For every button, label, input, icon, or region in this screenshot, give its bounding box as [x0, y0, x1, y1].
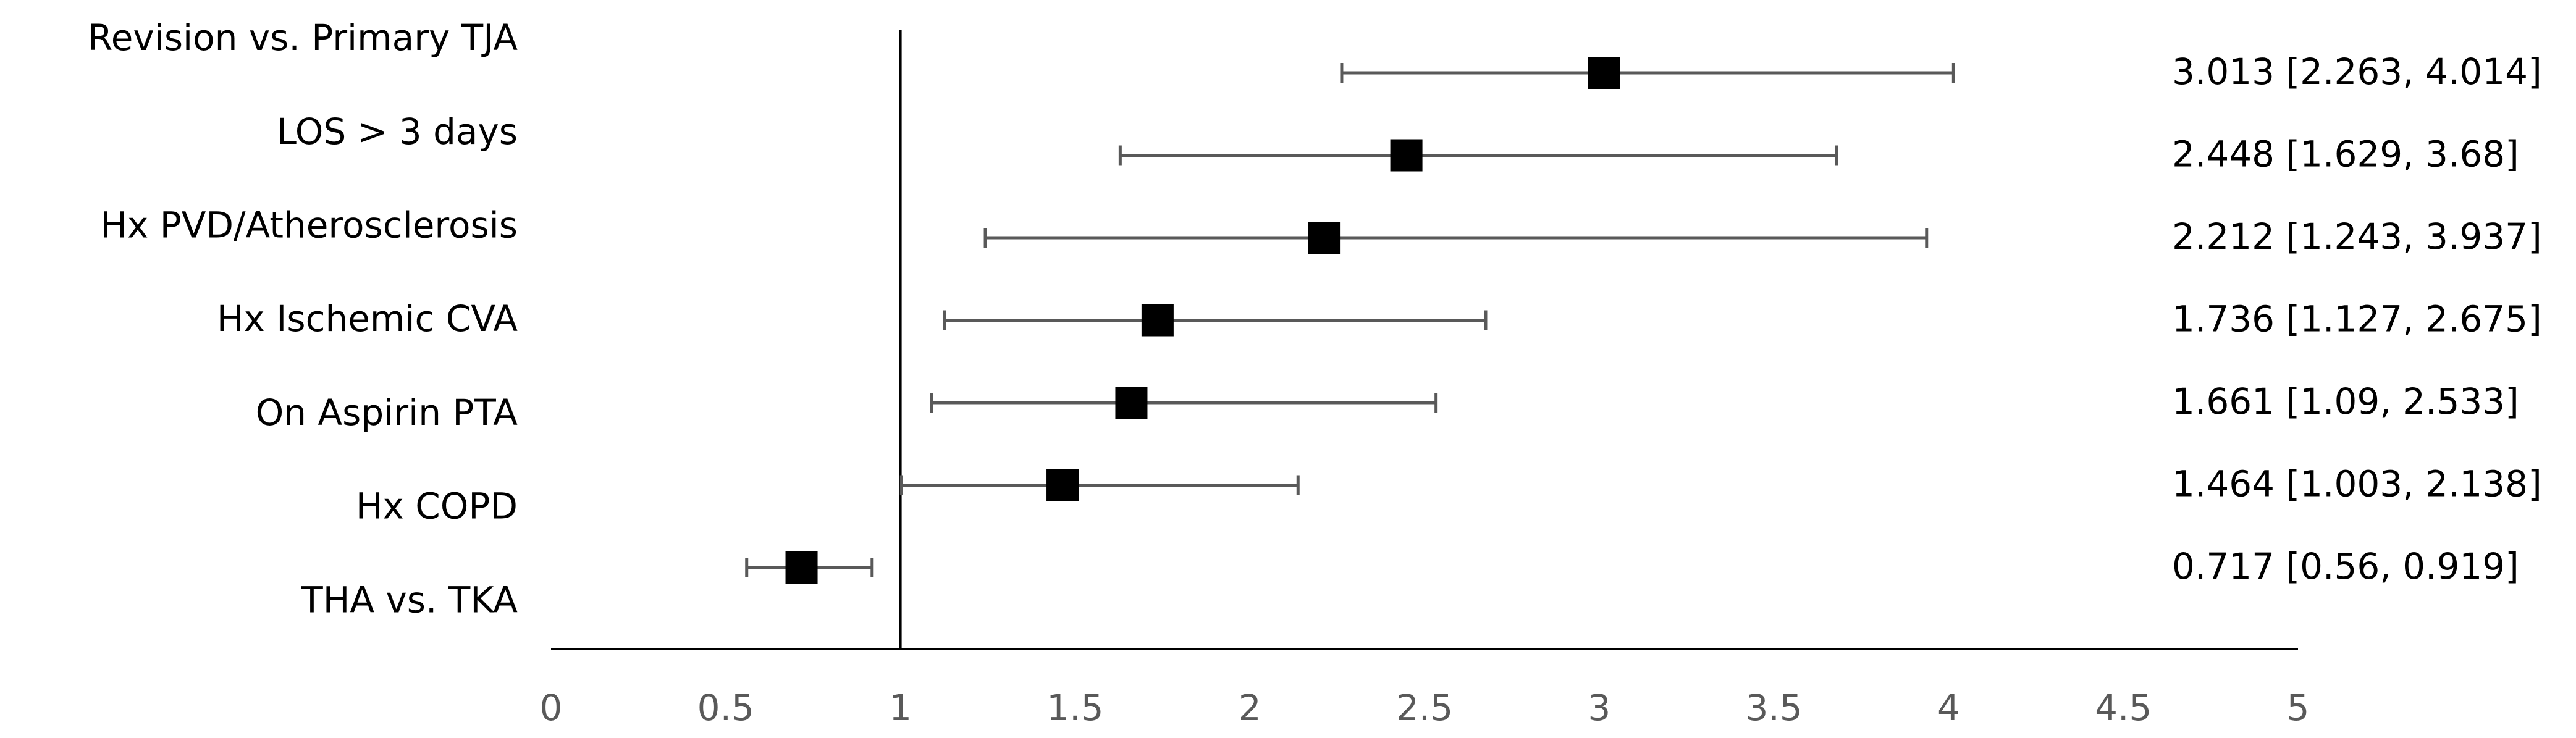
x-tick-label: 4.5 [2095, 687, 2152, 729]
value-label: 1.661 [1.09, 2.533] [2172, 380, 2519, 422]
value-label: 3.013 [2.263, 4.014] [2172, 51, 2542, 93]
estimate-marker [1588, 57, 1620, 89]
category-label: On Aspirin PTA [256, 392, 518, 434]
x-tick-label: 1 [889, 687, 912, 729]
value-label: 2.212 [1.243, 3.937] [2172, 216, 2542, 258]
category-label: Hx Ischemic CVA [217, 298, 518, 340]
x-tick-label: 5 [2287, 687, 2310, 729]
x-tick-label: 1.5 [1046, 687, 1103, 729]
value-label: 2.448 [1.629, 3.68] [2172, 133, 2519, 175]
category-label: Hx COPD [356, 485, 518, 527]
x-tick-label: 0.5 [697, 687, 754, 729]
x-tick-label: 3.5 [1745, 687, 1802, 729]
x-tick-label: 2 [1239, 687, 1261, 729]
estimate-marker [1308, 222, 1341, 254]
value-label: 1.464 [1.003, 2.138] [2172, 463, 2542, 505]
category-label: Revision vs. Primary TJA [88, 17, 518, 59]
category-label: LOS > 3 days [277, 111, 518, 153]
category-label: THA vs. TKA [300, 579, 518, 621]
value-label: 1.736 [1.127, 2.675] [2172, 298, 2542, 340]
x-tick-label: 4 [1937, 687, 1960, 729]
x-tick-label: 0 [540, 687, 563, 729]
x-tick-label: 2.5 [1396, 687, 1453, 729]
estimate-marker [785, 551, 818, 584]
x-tick-label: 3 [1588, 687, 1610, 729]
estimate-marker [1115, 387, 1148, 419]
estimate-marker [1141, 304, 1174, 337]
value-label: 0.717 [0.56, 0.919] [2172, 545, 2519, 587]
estimate-marker [1390, 139, 1423, 172]
category-label: Hx PVD/Atherosclerosis [100, 204, 518, 246]
estimate-marker [1046, 469, 1079, 501]
